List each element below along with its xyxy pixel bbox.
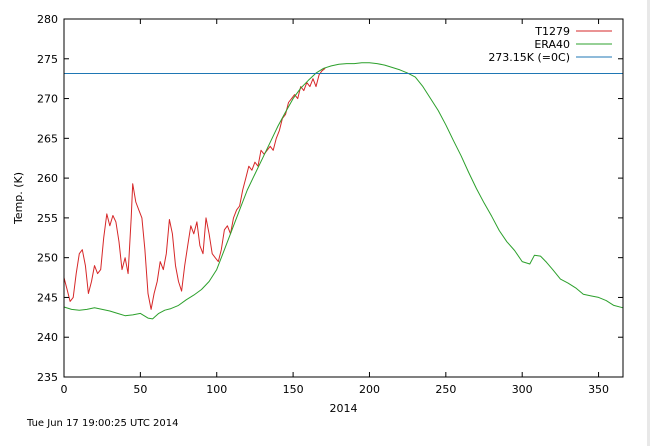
series-layer: [63, 62, 624, 320]
x-tick-label: 50: [133, 383, 147, 396]
series-line-2: [63, 62, 624, 320]
x-tick-label: 0: [61, 383, 68, 396]
x-tick-label: 200: [359, 383, 380, 396]
y-tick-label: 255: [37, 212, 58, 225]
ticks-layer: 0 50 100 150 200 250 300 350 235 240 245 250 255 260 2…: [37, 13, 623, 396]
timestamp: Tue Jun 17 19:00:25 UTC 2014: [27, 418, 179, 429]
x-tick-label: 250: [435, 383, 456, 396]
legend-label-2: ERA40: [534, 38, 570, 51]
x-tick-label: 300: [512, 383, 533, 396]
y-axis-label: Temp. (K): [12, 172, 25, 225]
series-line-1: [63, 67, 326, 310]
y-tick-label: 265: [37, 132, 58, 145]
x-tick-label: 100: [206, 383, 227, 396]
y-tick-label: 270: [37, 93, 58, 106]
legend-label-1: T1279: [534, 25, 570, 38]
window-edge: [647, 0, 650, 446]
y-tick-label: 245: [37, 291, 58, 304]
plot-frame: [63, 18, 624, 378]
legend-label-3: 273.15K (=0C): [488, 51, 570, 64]
x-tick-label: 350: [588, 383, 609, 396]
y-tick-label: 235: [37, 371, 58, 384]
y-tick-label: 275: [37, 53, 58, 66]
y-tick-label: 250: [37, 252, 58, 265]
y-tick-label: 260: [37, 172, 58, 185]
x-tick-label: 150: [283, 383, 304, 396]
y-tick-label: 280: [37, 13, 58, 26]
x-axis-label: 2014: [330, 402, 358, 415]
y-tick-label: 240: [37, 331, 58, 344]
